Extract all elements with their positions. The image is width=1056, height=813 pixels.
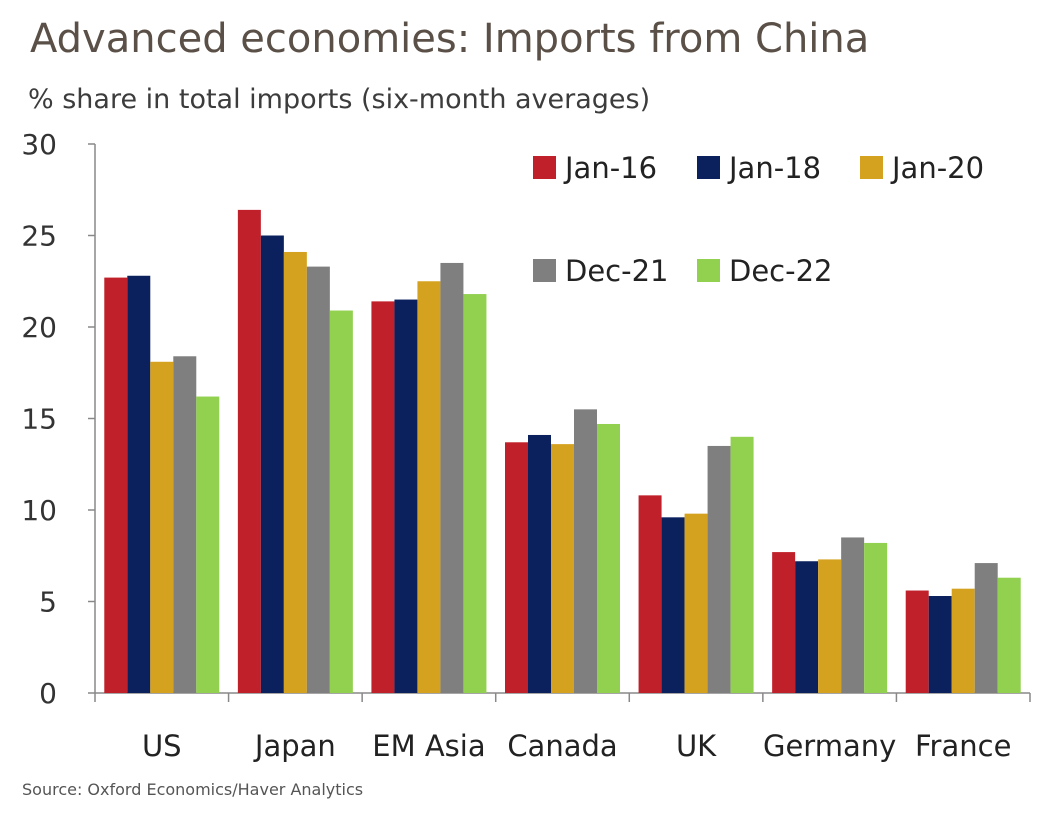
- legend-swatch-dec-21: [533, 259, 556, 282]
- bar-jan-16-germany: [772, 552, 796, 693]
- x-axis: US Japan EM Asia Canada UK Germany France: [94, 692, 1031, 763]
- bar-jan-18-japan: [260, 235, 284, 693]
- bar-dec-21-germany: [841, 537, 865, 693]
- bar-jan-16-uk: [638, 495, 662, 693]
- bar-jan-20-france: [951, 588, 975, 693]
- bar-dec-22-us: [196, 396, 220, 693]
- y-tick-label: 10: [21, 494, 57, 527]
- x-category-label: UK: [676, 729, 717, 763]
- legend-swatch-jan-18: [697, 156, 720, 179]
- bar-jan-16-canada: [505, 442, 528, 693]
- x-category-label: Germany: [763, 729, 896, 763]
- y-tick-label: 30: [21, 128, 57, 161]
- legend-swatch-jan-16: [533, 156, 556, 179]
- y-tick-label: 25: [21, 220, 57, 253]
- bar-dec-21-france: [974, 563, 998, 693]
- bar-dec-22-france: [997, 577, 1021, 693]
- bar-jan-18-germany: [795, 561, 819, 693]
- legend-label-jan-18: Jan-18: [727, 151, 821, 185]
- bar-dec-22-japan: [329, 310, 353, 693]
- legend-label-jan-16: Jan-16: [563, 151, 657, 185]
- bar-jan-16-us: [104, 277, 128, 693]
- y-tick-label: 0: [39, 677, 57, 710]
- bar-dec-21-canada: [574, 409, 597, 693]
- y-tick-label: 5: [39, 586, 57, 619]
- bar-jan-18-em-asia: [394, 299, 418, 693]
- x-category-label: Japan: [253, 729, 336, 763]
- bar-dec-21-em-asia: [440, 262, 464, 693]
- x-category-label: US: [142, 729, 182, 763]
- chart-title: Advanced economies: Imports from China: [30, 16, 870, 62]
- legend: Jan-16 Jan-18 Jan-20 Dec-21 Dec-22: [533, 151, 984, 288]
- bar-jan-20-japan: [283, 251, 307, 693]
- x-category-label: Canada: [507, 729, 617, 763]
- bar-dec-22-germany: [864, 542, 888, 693]
- bar-dec-22-em-asia: [463, 294, 487, 693]
- bar-jan-20-em-asia: [417, 281, 441, 693]
- bar-dec-22-uk: [730, 436, 754, 693]
- y-axis: 0 5 10 15 20 25 30: [21, 128, 96, 710]
- bar-jan-20-canada: [551, 444, 574, 693]
- y-tick-label: 20: [21, 311, 57, 344]
- legend-label-dec-22: Dec-22: [729, 254, 832, 288]
- bar-jan-16-em-asia: [371, 301, 395, 693]
- bar-jan-20-us: [150, 361, 174, 693]
- bar-jan-16-france: [905, 590, 929, 693]
- chart-source: Source: Oxford Economics/Haver Analytics: [22, 780, 364, 799]
- bar-jan-20-uk: [684, 513, 708, 693]
- x-category-label: France: [915, 729, 1011, 763]
- bar-dec-21-us: [173, 356, 197, 693]
- legend-swatch-jan-20: [860, 156, 883, 179]
- chart-subtitle: % share in total imports (six-month aver…: [28, 84, 651, 115]
- legend-label-dec-21: Dec-21: [565, 254, 668, 288]
- bar-dec-21-japan: [306, 266, 330, 693]
- bar-jan-18-us: [127, 275, 151, 693]
- bar-dec-21-uk: [707, 445, 731, 693]
- bar-jan-18-france: [928, 596, 952, 693]
- x-category-label: EM Asia: [372, 729, 485, 763]
- y-tick-label: 15: [21, 403, 57, 436]
- bar-jan-20-germany: [818, 559, 842, 693]
- legend-label-jan-20: Jan-20: [890, 151, 984, 185]
- bar-dec-22-canada: [597, 423, 620, 693]
- bars: [104, 209, 1021, 693]
- bar-jan-16-japan: [237, 209, 261, 693]
- legend-swatch-dec-22: [697, 259, 720, 282]
- bar-jan-18-uk: [661, 517, 685, 693]
- bar-jan-18-canada: [528, 434, 551, 693]
